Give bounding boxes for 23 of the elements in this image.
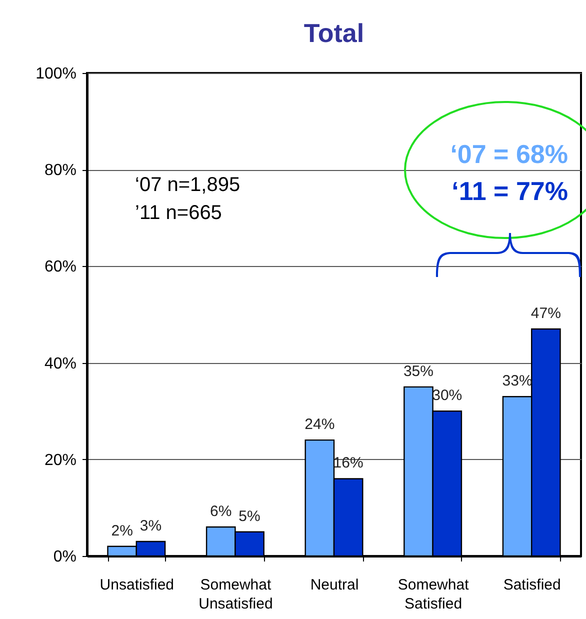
annotation: ‘11 = 77% (452, 176, 568, 206)
y-tick-label: 20% (44, 452, 76, 469)
annotation: ‘07 n=1,895 (135, 174, 240, 196)
y-tick-label: 80% (44, 162, 76, 180)
data-label: 5% (238, 508, 260, 525)
x-tick-label: Unsatisfied (100, 576, 174, 594)
data-label: 6% (210, 503, 232, 520)
annotation: ’11 n=665 (135, 202, 222, 224)
x-tick-label: Neutral (310, 576, 359, 594)
x-tick-label: Somewhat Unsatisfied (198, 576, 273, 612)
data-label: 47% (530, 304, 561, 322)
data-label: 35% (403, 362, 434, 380)
x-tick-label: Somewhat Satisfied (398, 576, 470, 612)
y-tick-label: 40% (44, 355, 76, 372)
y-tick-label: 100% (36, 66, 76, 82)
data-label: 3% (140, 518, 162, 535)
y-tick-label: 60% (44, 258, 76, 276)
annotation: ‘07 = 68% (450, 139, 568, 169)
data-label: 24% (304, 416, 335, 434)
chart-title: Total (304, 18, 364, 48)
x-tick-label: Satisfied (503, 576, 561, 594)
data-label: 2% (111, 522, 133, 540)
y-tick-label: 0% (53, 548, 76, 566)
